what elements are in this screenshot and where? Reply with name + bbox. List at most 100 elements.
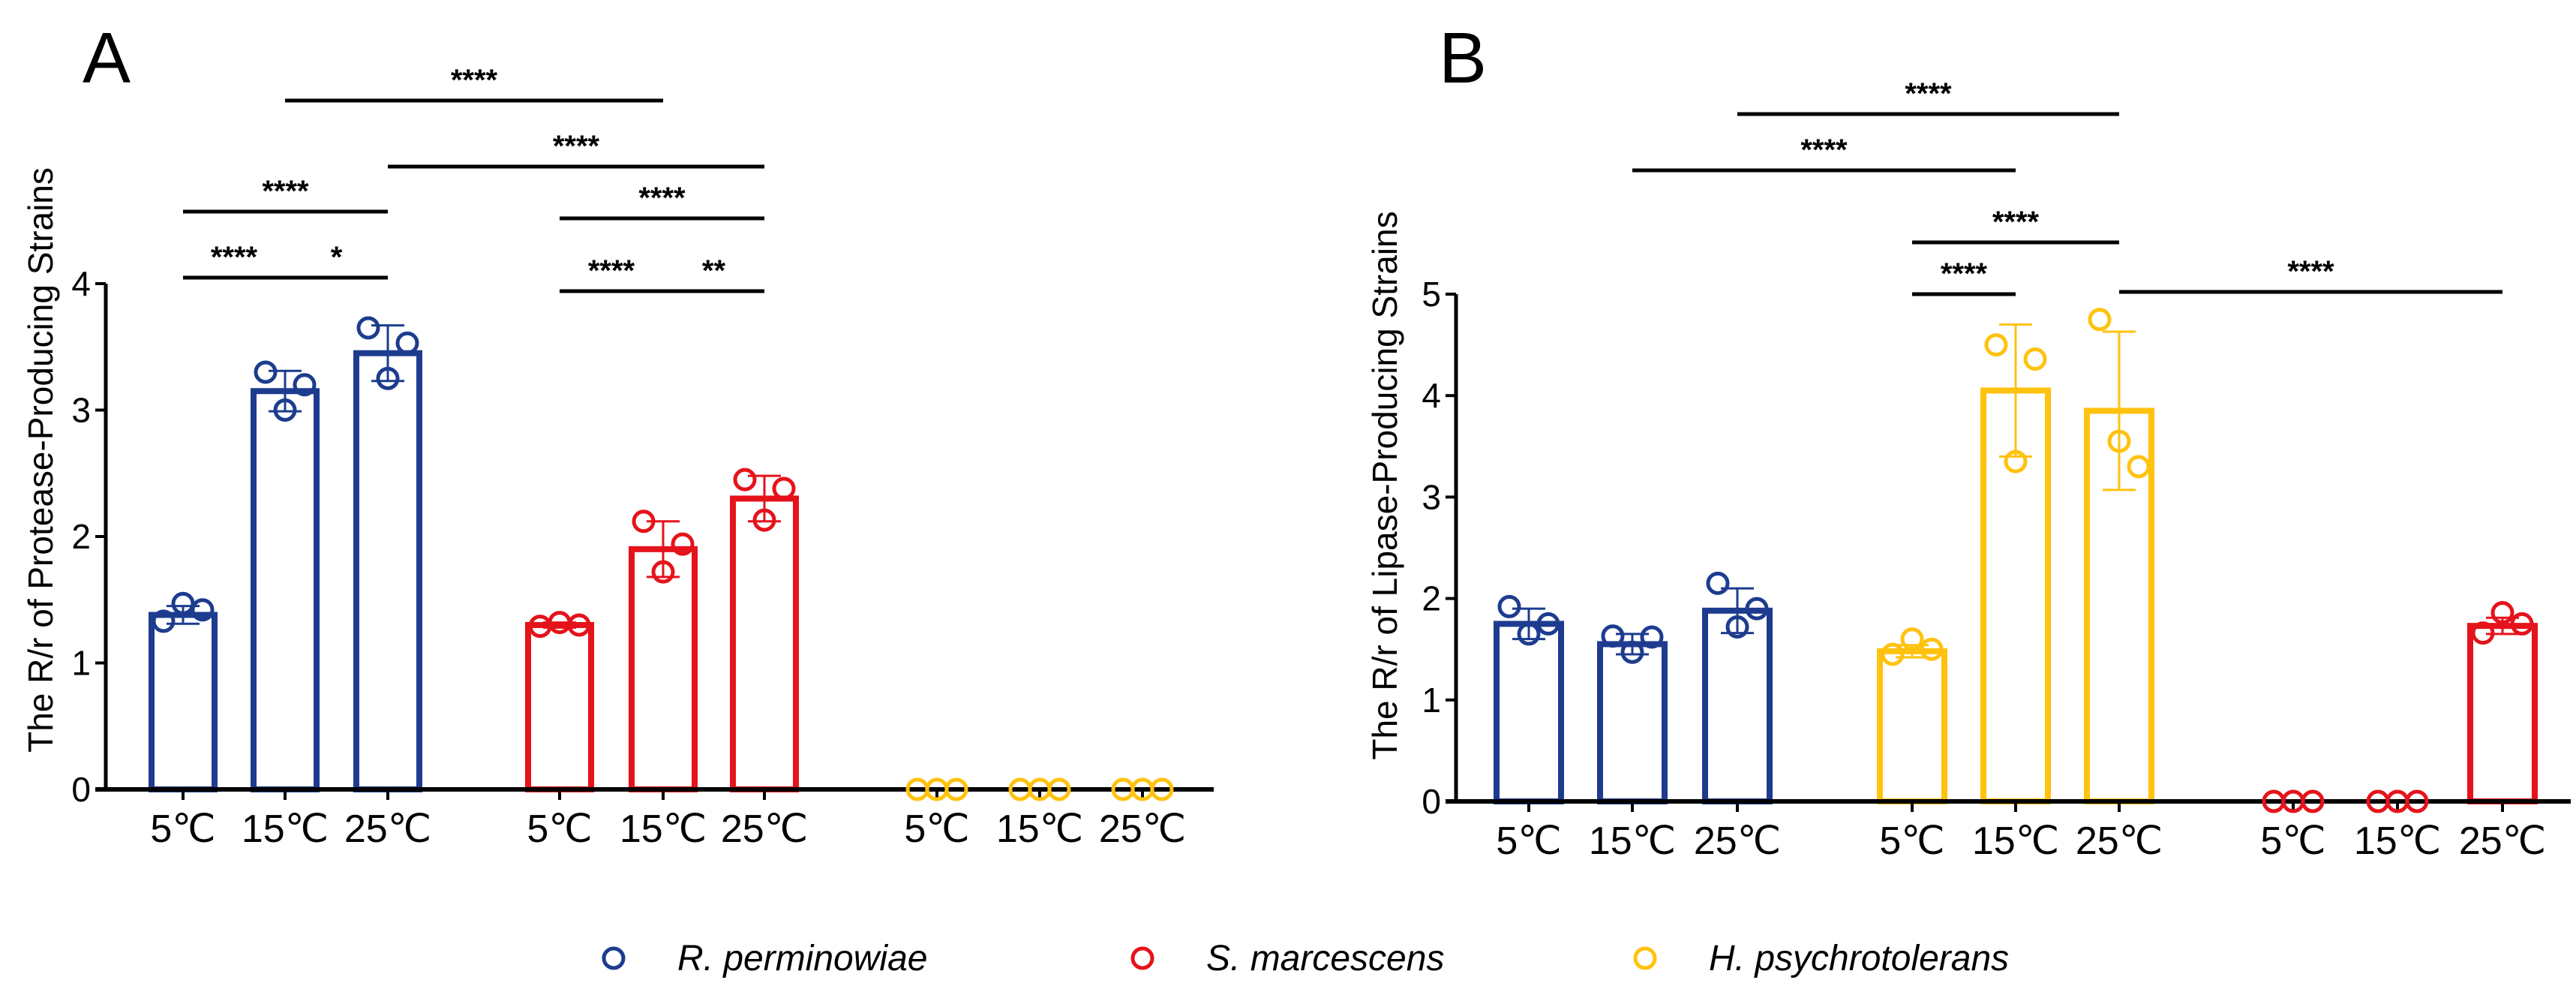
significance-label: **** bbox=[588, 254, 635, 287]
y-tick-label: 3 bbox=[1422, 477, 1441, 516]
panel-b-lipase-chart: B The R/r of Lipase-Producing Strains 0 1 2 3… bbox=[1365, 18, 2571, 863]
data-point bbox=[772, 476, 796, 501]
data-point bbox=[2405, 789, 2429, 813]
significance-label: **** bbox=[1992, 206, 2040, 239]
significance-label: **** bbox=[1800, 134, 1848, 167]
x-tick-label: 25℃ bbox=[2076, 819, 2163, 863]
x-tick-label: 25℃ bbox=[344, 807, 431, 851]
x-tick-label: 5℃ bbox=[1496, 819, 1561, 863]
legend-marker bbox=[1633, 946, 1657, 970]
bar-0 bbox=[1494, 621, 1564, 805]
data-point bbox=[191, 598, 215, 622]
data-point bbox=[356, 316, 380, 340]
panel-a-protease-chart: A The R/r of Protease-Producing Strains 0 1… bbox=[21, 18, 1214, 851]
data-point bbox=[1984, 333, 2008, 357]
legend: R. perminowiae S. marcescens H. psychrotol… bbox=[602, 939, 2009, 978]
y-axis-title: The R/r of Lipase-Producing Strains bbox=[1365, 211, 1404, 759]
data-point bbox=[632, 510, 656, 534]
y-axis-title: The R/r of Protease-Producing Strains bbox=[21, 167, 60, 753]
y-tick-label: 0 bbox=[71, 770, 91, 809]
panel-label: B bbox=[1439, 18, 1487, 98]
data-point bbox=[2023, 347, 2047, 371]
y-tick-label: 4 bbox=[71, 264, 91, 303]
bar-8 bbox=[2467, 623, 2538, 804]
x-tick-label: 5℃ bbox=[527, 807, 592, 851]
y-tick-label: 2 bbox=[71, 517, 91, 556]
data-point bbox=[671, 532, 695, 556]
data-point bbox=[376, 366, 400, 390]
data-point bbox=[152, 609, 176, 633]
x-tick-label: 25℃ bbox=[1694, 819, 1781, 863]
significance-label: ** bbox=[702, 254, 726, 287]
panel-label: A bbox=[83, 18, 131, 98]
x-tick-label: 5℃ bbox=[150, 807, 215, 851]
data-point bbox=[2510, 612, 2534, 636]
data-point bbox=[651, 560, 675, 584]
data-point bbox=[2471, 621, 2495, 645]
legend-marker bbox=[1130, 946, 1154, 970]
x-tick-label: 15℃ bbox=[1972, 819, 2059, 863]
y-tick-label: 3 bbox=[71, 391, 91, 430]
significance-label: **** bbox=[2287, 255, 2334, 288]
legend-marker bbox=[602, 946, 626, 970]
data-point bbox=[1900, 627, 1924, 651]
bar-2 bbox=[1702, 607, 1773, 804]
data-point bbox=[293, 373, 317, 397]
data-point bbox=[944, 777, 968, 801]
y-tick-label: 2 bbox=[1422, 579, 1441, 618]
data-point bbox=[2107, 429, 2131, 453]
data-point bbox=[1517, 622, 1541, 646]
x-tick-label: 15℃ bbox=[242, 807, 329, 851]
y-tick-label: 0 bbox=[1422, 782, 1441, 821]
data-point bbox=[1497, 594, 1521, 618]
data-point bbox=[752, 508, 776, 532]
x-tick-label: 5℃ bbox=[904, 807, 969, 851]
data-point bbox=[2088, 308, 2112, 332]
x-tick-label: 15℃ bbox=[620, 807, 707, 851]
legend-label: H. psychrotolerans bbox=[1709, 939, 2009, 978]
x-tick-label: 15℃ bbox=[2354, 819, 2441, 863]
x-tick-label: 15℃ bbox=[1589, 819, 1676, 863]
bar-0 bbox=[149, 612, 218, 792]
data-point bbox=[2127, 455, 2151, 479]
significance-label: **** bbox=[1941, 257, 1988, 290]
bar-3 bbox=[1877, 648, 1947, 804]
significance-label: **** bbox=[1905, 77, 1952, 110]
x-tick-label: 15℃ bbox=[996, 807, 1083, 851]
data-point bbox=[2301, 789, 2325, 813]
data-point bbox=[273, 398, 297, 422]
data-point bbox=[1620, 640, 1644, 664]
bar-5 bbox=[730, 495, 799, 792]
y-tick-label: 4 bbox=[1422, 376, 1441, 415]
data-point bbox=[1640, 625, 1664, 649]
data-point bbox=[1601, 624, 1625, 648]
x-tick-label: 25℃ bbox=[1099, 807, 1186, 851]
data-point bbox=[1047, 777, 1071, 801]
data-point bbox=[1150, 777, 1174, 801]
data-point bbox=[733, 467, 757, 491]
data-point bbox=[395, 331, 419, 355]
data-point bbox=[2490, 601, 2514, 625]
data-point bbox=[567, 613, 591, 637]
bar-3 bbox=[525, 621, 594, 793]
bar-1 bbox=[251, 388, 320, 792]
bar-1 bbox=[1597, 641, 1668, 804]
y-tick-label: 5 bbox=[1422, 275, 1441, 314]
significance-label: **** bbox=[451, 64, 498, 97]
significance-label: **** bbox=[638, 182, 686, 215]
legend-label: S. marcescens bbox=[1206, 939, 1444, 978]
bar-2 bbox=[353, 350, 422, 792]
x-tick-label: 5℃ bbox=[2260, 819, 2325, 863]
legend-label: R. perminowiae bbox=[677, 939, 927, 978]
bar-4 bbox=[629, 546, 698, 792]
data-point bbox=[1536, 612, 1560, 636]
y-tick-label: 1 bbox=[71, 644, 91, 683]
data-point bbox=[1745, 597, 1769, 621]
data-point bbox=[254, 360, 278, 384]
data-point bbox=[1920, 637, 1944, 661]
x-tick-label: 25℃ bbox=[721, 807, 808, 851]
y-tick-label: 1 bbox=[1422, 681, 1441, 720]
data-point bbox=[1725, 615, 1749, 639]
significance-label: **** bbox=[553, 130, 600, 163]
